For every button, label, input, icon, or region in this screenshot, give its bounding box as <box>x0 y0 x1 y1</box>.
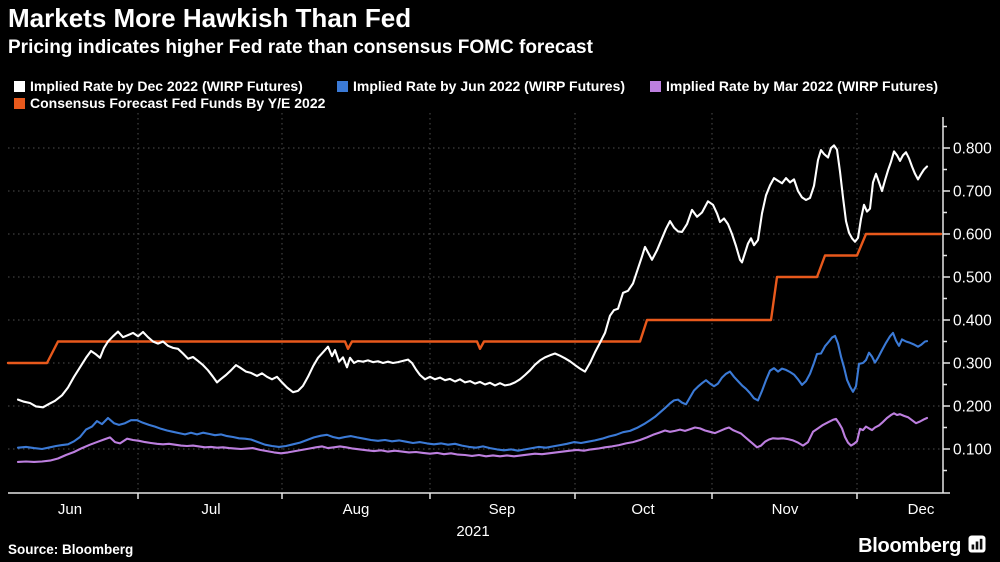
legend-label: Consensus Forecast Fed Funds By Y/E 2022 <box>30 95 326 111</box>
x-axis-year-label: 2021 <box>456 523 489 540</box>
legend-item-consensus-forecast: Consensus Forecast Fed Funds By Y/E 2022 <box>14 95 325 111</box>
legend-label: Implied Rate by Jun 2022 (WIRP Futures) <box>353 78 626 94</box>
legend-item-jun-2022: Implied Rate by Jun 2022 (WIRP Futures) <box>337 78 625 94</box>
y-axis-label: 0.200 <box>953 399 992 416</box>
legend-item-mar-2022: Implied Rate by Mar 2022 (WIRP Futures) <box>650 78 938 94</box>
series-line-dec-2022 <box>16 144 929 409</box>
y-axis-label: 0.300 <box>953 356 992 373</box>
series-line-consensus-forecast <box>6 232 943 365</box>
x-axis-label-sep: Sep <box>489 501 516 518</box>
y-axis-label: 0.800 <box>953 141 992 158</box>
chart-subtitle: Pricing indicates higher Fed rate than c… <box>8 37 593 58</box>
x-axis-label-nov: Nov <box>772 501 799 518</box>
series-line-mar-2022 <box>16 412 929 463</box>
source-attribution: Source: Bloomberg <box>8 542 134 557</box>
legend-label: Implied Rate by Dec 2022 (WIRP Futures) <box>30 78 303 94</box>
y-axis-label: 0.100 <box>953 442 992 459</box>
legend-swatch-blue <box>337 80 348 92</box>
chart-title: Markets More Hawkish Than Fed <box>8 3 412 33</box>
bloomberg-logo: Bloomberg <box>858 535 986 558</box>
bar-chart-icon <box>968 535 986 558</box>
series-line-jun-2022 <box>16 331 929 452</box>
legend-swatch-white <box>14 80 25 92</box>
legend-item-dec-2022: Implied Rate by Dec 2022 (WIRP Futures) <box>14 78 303 94</box>
legend-swatch-purple <box>650 80 661 92</box>
x-axis-label-jun: Jun <box>58 501 82 518</box>
legend-label: Implied Rate by Mar 2022 (WIRP Futures) <box>666 78 939 94</box>
x-axis-label-aug: Aug <box>343 501 370 518</box>
x-axis-label-jul: Jul <box>201 501 220 518</box>
x-axis-label-oct: Oct <box>631 501 655 518</box>
y-axis-label: 0.400 <box>953 313 992 330</box>
bloomberg-wordmark: Bloomberg <box>858 535 961 557</box>
y-axis-label: 0.600 <box>953 227 992 244</box>
x-axis-label-dec: Dec <box>908 501 935 518</box>
y-axis-label: 0.700 <box>953 184 992 201</box>
legend-swatch-orange <box>14 97 25 109</box>
y-axis-label: 0.500 <box>953 270 992 287</box>
